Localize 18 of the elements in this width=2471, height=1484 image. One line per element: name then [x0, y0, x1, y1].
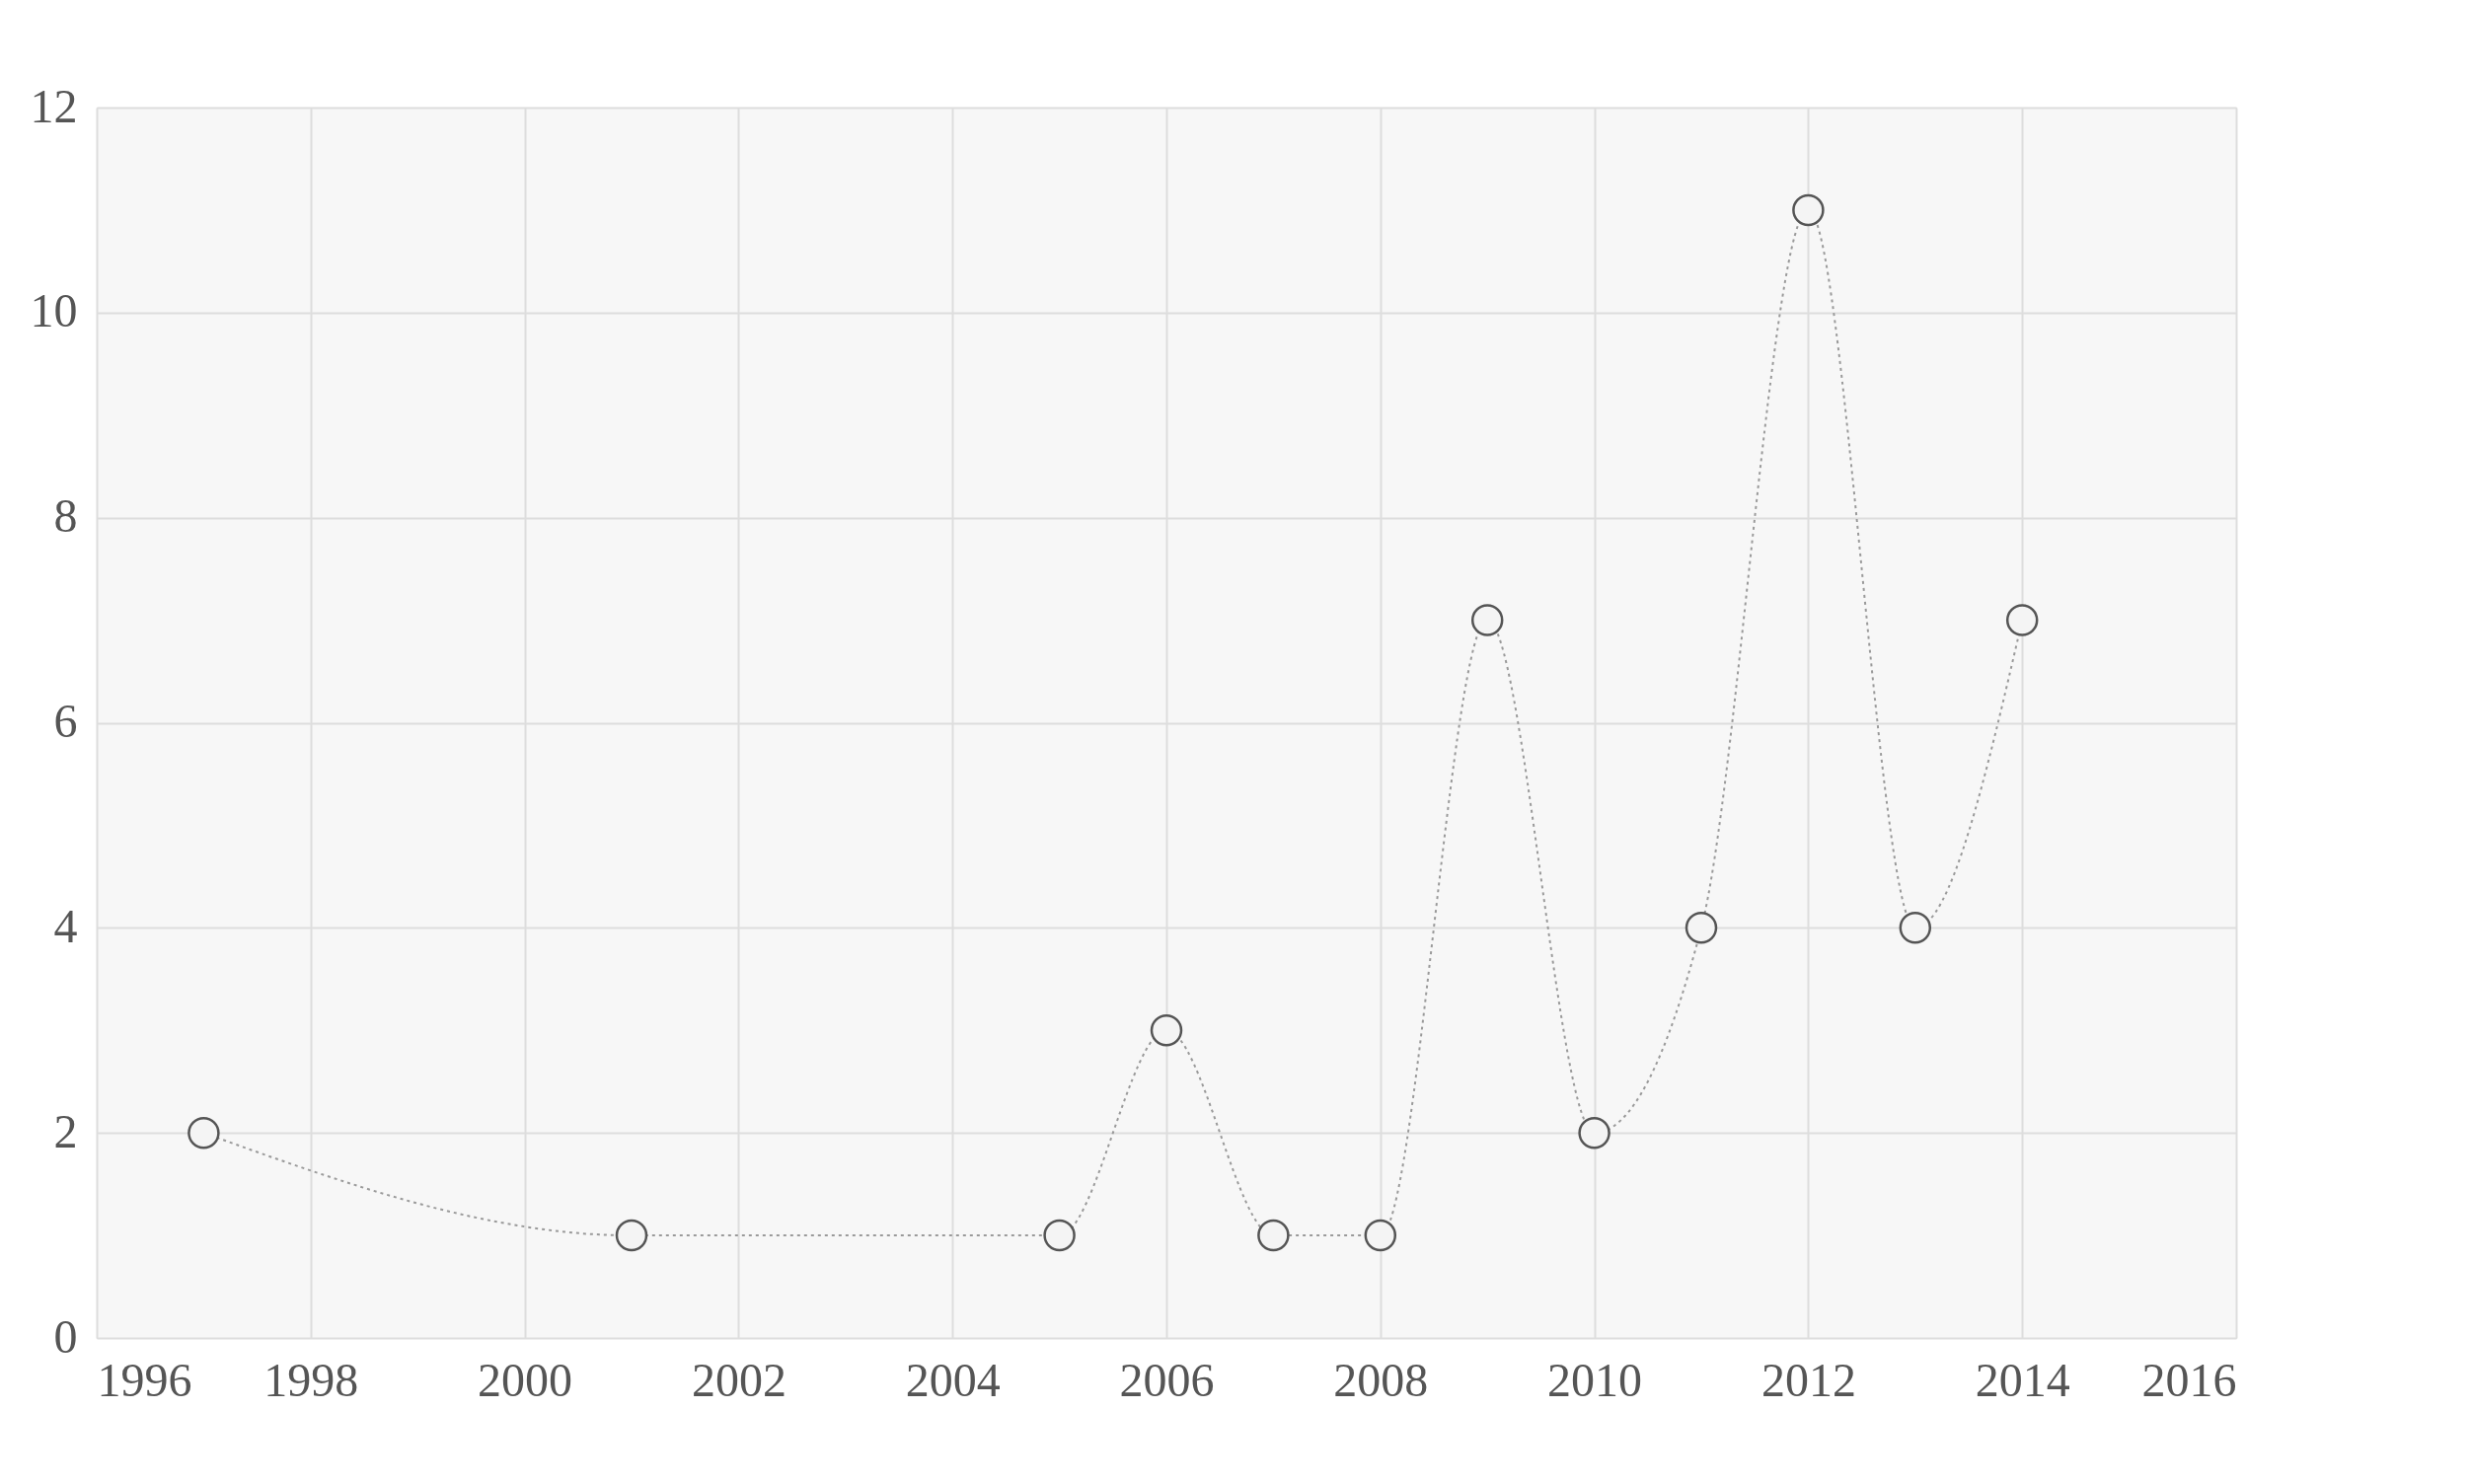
x-tick-label: 1998 — [263, 1353, 359, 1406]
x-tick-label: 1996 — [97, 1353, 192, 1406]
y-tick-label: 6 — [53, 695, 78, 747]
x-tick-label: 2002 — [691, 1353, 786, 1406]
x-tick-label: 2016 — [2141, 1353, 2237, 1406]
x-tick-label: 2006 — [1119, 1353, 1215, 1406]
x-tick-label: 2004 — [905, 1353, 1001, 1406]
x-tick-label: 2012 — [1760, 1353, 1856, 1406]
y-tick-label: 12 — [30, 79, 78, 132]
y-tick-label: 2 — [53, 1104, 78, 1157]
x-tick-label: 2000 — [478, 1353, 573, 1406]
x-tick-label: 2014 — [1975, 1353, 2070, 1406]
y-tick-label: 0 — [53, 1309, 78, 1363]
y-tick-label: 10 — [30, 284, 78, 337]
x-tick-label: 2010 — [1547, 1353, 1643, 1406]
y-tick-label: 8 — [53, 489, 78, 543]
y-tick-label: 4 — [53, 899, 78, 952]
x-tick-label: 2008 — [1333, 1353, 1429, 1406]
